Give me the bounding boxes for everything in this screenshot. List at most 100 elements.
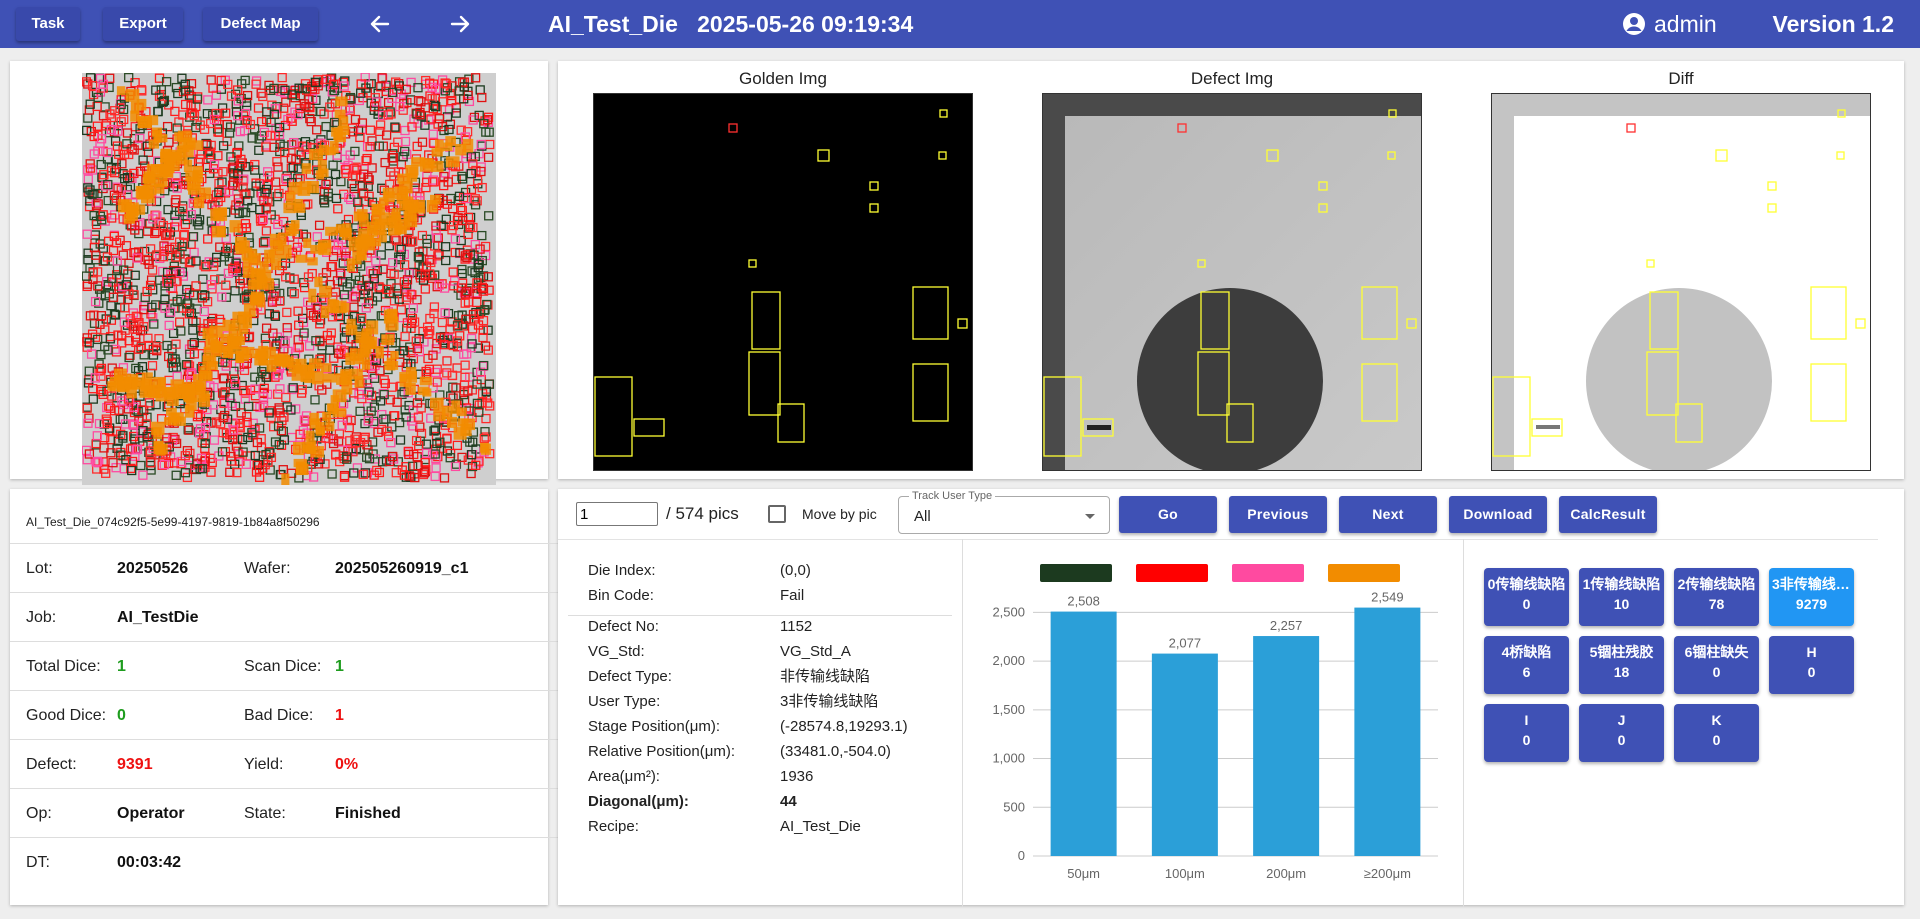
- user-type-button[interactable]: 6锢柱缺失 0: [1674, 636, 1759, 694]
- defect-box: [1492, 376, 1531, 457]
- wafer-defect-marker: [200, 291, 210, 301]
- wafer-defect-marker: [447, 95, 457, 106]
- wafer-streak-marker: [264, 249, 275, 264]
- wafer-defect-marker: [93, 281, 103, 291]
- wafer-defect-marker: [218, 167, 228, 177]
- wafer-defect-marker: [383, 110, 393, 120]
- wafer-defect-marker: [459, 321, 469, 331]
- wafer-defect-marker: [138, 155, 148, 165]
- wafer-defect-marker: [435, 437, 445, 447]
- y-tick-label: 1,500: [992, 702, 1025, 717]
- wafer-defect-marker: [106, 435, 116, 445]
- calc-result-button[interactable]: CalcResult: [1559, 496, 1657, 533]
- next-button[interactable]: Next: [1339, 496, 1437, 533]
- wafer-defect-marker: [483, 325, 493, 335]
- wafer-streak-marker: [185, 170, 199, 182]
- user-type-button[interactable]: 2传输线缺陷 78: [1674, 568, 1759, 626]
- wafer-defect-marker: [82, 229, 92, 239]
- wafer-defect-marker: [322, 74, 332, 84]
- wafer-streak-marker: [278, 232, 287, 246]
- dt-label: DT:: [26, 854, 50, 871]
- user-type-button[interactable]: 3非传输线缺陷 9279: [1769, 568, 1854, 626]
- task-button[interactable]: Task: [16, 7, 80, 41]
- defect-box: [1626, 123, 1636, 133]
- forward-arrow-icon[interactable]: [444, 8, 476, 40]
- wafer-defect-marker: [279, 141, 289, 151]
- wafer-defect-marker: [177, 241, 187, 252]
- wafer-defect-marker: [172, 296, 182, 307]
- user-type-button[interactable]: 0传输线缺陷 0: [1484, 568, 1569, 626]
- wafer-defect-marker: [413, 412, 424, 422]
- wafer-streak-marker: [276, 354, 290, 367]
- wafer-defect-marker: [119, 114, 129, 125]
- wafer-streak-marker: [259, 261, 269, 270]
- defect-image[interactable]: [1042, 93, 1422, 471]
- wafer-defect-marker: [273, 162, 283, 172]
- wafer-defect-marker: [264, 171, 275, 181]
- download-button[interactable]: Download: [1449, 496, 1547, 533]
- wafer-defect-marker: [237, 434, 248, 445]
- wafer-defect-marker: [387, 87, 398, 98]
- wafer-defect-marker: [160, 294, 170, 305]
- bar-value-label: 2,508: [1067, 594, 1100, 609]
- wafer-defect-marker: [121, 280, 131, 290]
- user-menu[interactable]: admin: [1622, 8, 1717, 40]
- go-button[interactable]: Go: [1119, 496, 1217, 533]
- wafer-defect-marker: [84, 413, 94, 423]
- user-type-name: J: [1617, 712, 1626, 728]
- wafer-defect-marker: [187, 339, 197, 350]
- defect-map-button[interactable]: Defect Map: [203, 7, 318, 41]
- wafer-defect-marker: [432, 438, 442, 449]
- wafer-defect-marker: [334, 429, 345, 439]
- export-button[interactable]: Export: [103, 7, 183, 41]
- wafer-defect-marker: [217, 447, 228, 457]
- wafer-streak-marker: [188, 183, 201, 195]
- wafer-streak-marker: [430, 194, 441, 205]
- previous-button[interactable]: Previous: [1229, 496, 1327, 533]
- page-number-input[interactable]: [576, 502, 658, 526]
- user-type-button[interactable]: 1传输线缺陷 10: [1579, 568, 1664, 626]
- wafer-defect-marker: [228, 263, 238, 274]
- back-arrow-icon[interactable]: [364, 8, 396, 40]
- wafer-defect-marker: [429, 426, 439, 436]
- wafer-defect-marker: [123, 190, 133, 200]
- user-type-button[interactable]: 5锢柱残胶 18: [1579, 636, 1664, 694]
- wafer-defect-marker: [276, 440, 287, 450]
- wafer-defect-marker: [269, 83, 279, 94]
- wafer-defect-marker: [159, 459, 169, 470]
- wafer-defect-marker: [264, 408, 274, 418]
- wafer-defect-marker: [82, 333, 92, 343]
- wafer-streak-marker: [325, 421, 335, 432]
- user-type-button[interactable]: 4桥缺陷 6: [1484, 636, 1569, 694]
- wafer-defect-marker: [280, 258, 291, 268]
- defect-box: [1646, 351, 1679, 416]
- wafer-defect-marker: [321, 433, 331, 443]
- wafer-defect-marker: [118, 414, 128, 424]
- wafer-defect-marker: [202, 109, 213, 119]
- wafer-defect-marker: [110, 136, 121, 146]
- move-by-pic-checkbox[interactable]: [768, 505, 786, 523]
- wafer-streak-marker: [308, 288, 317, 303]
- wafer-defect-marker: [369, 416, 379, 427]
- wafer-defect-marker: [163, 278, 174, 288]
- defect-box: [1810, 363, 1847, 422]
- wafer-map[interactable]: [81, 72, 496, 486]
- wafer-defect-marker: [404, 268, 414, 279]
- track-user-type-select[interactable]: Track User Type All: [898, 489, 1110, 534]
- wafer-streak-marker: [443, 142, 453, 152]
- wafer-defect-marker: [412, 343, 422, 354]
- wafer-defect-marker: [395, 101, 405, 112]
- wafer-defect-marker: [110, 106, 120, 116]
- wafer-defect-marker: [242, 90, 253, 101]
- wafer-defect-marker: [189, 111, 200, 121]
- wafer-defect-marker: [301, 101, 311, 112]
- diff-image[interactable]: [1491, 93, 1871, 471]
- golden-image[interactable]: [593, 93, 973, 471]
- wafer-defect-marker: [255, 204, 265, 215]
- wafer-streak-marker: [177, 130, 192, 143]
- wafer-streak-marker: [301, 163, 312, 174]
